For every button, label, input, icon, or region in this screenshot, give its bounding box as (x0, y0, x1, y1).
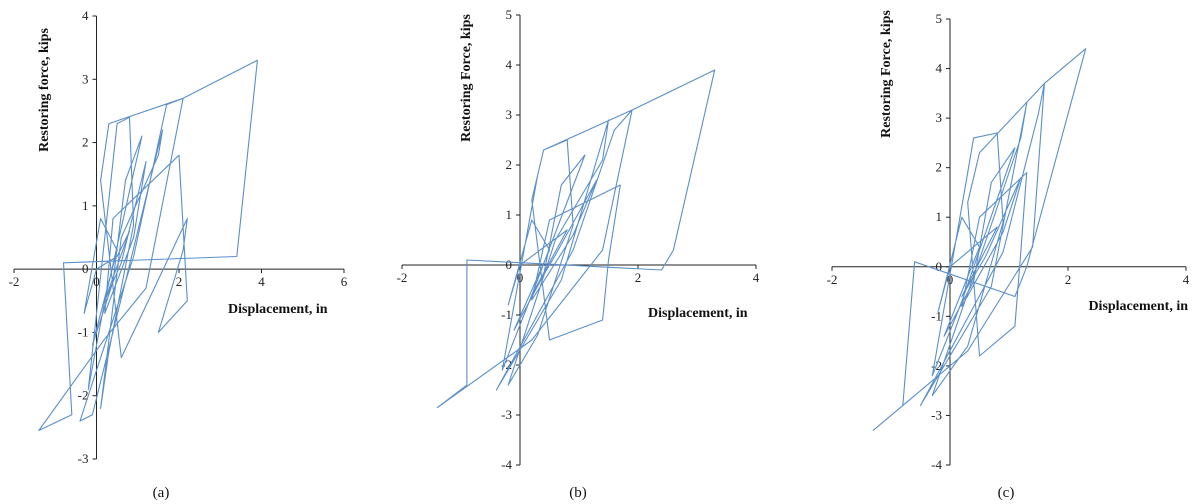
panel-c-x-tick-label: 2 (1065, 272, 1072, 287)
panel-a-x-tick-label: 0 (93, 274, 100, 289)
panel-c-xlabel: Displacement, in (1088, 299, 1188, 314)
panel-a-y-tick-label: 4 (82, 8, 89, 23)
panel-a-y-tick-label: 3 (82, 71, 89, 86)
panel-a-ylabel: Restoring force, kips (37, 28, 52, 152)
panel-b-y-tick-label: -4 (501, 457, 512, 472)
panel-b-y-tick-label: 3 (506, 107, 513, 122)
panel-c-x-tick-label: 4 (1183, 272, 1190, 287)
panel-b-y-tick-label: 0 (506, 257, 513, 272)
panel-b-x-tick-label: -2 (397, 270, 408, 285)
panel-a-x-tick-label: -2 (9, 274, 20, 289)
panel-c-y-tick-label: 2 (936, 160, 943, 175)
panel-b-x-tick-label: 2 (635, 270, 642, 285)
panel-c-y-tick-label: 4 (936, 61, 943, 76)
panel-a-y-tick-label: -3 (78, 451, 89, 466)
panel-c-y-tick-label: -3 (931, 407, 942, 422)
panel-c-y-tick-label: 3 (936, 110, 943, 125)
panel-c-x-tick-label: -2 (827, 272, 838, 287)
panel-c-y-tick-label: 0 (936, 259, 943, 274)
panel-b-y-tick-label: -1 (501, 307, 512, 322)
panel-c-y-tick-label: 5 (936, 11, 943, 26)
panel-a-y-tick-label: -2 (78, 388, 89, 403)
panel-b-plot: -2 0 2 4 -4 -3 -2 -1 0 1 2 3 4 5 (397, 7, 760, 472)
panel-a-x-tick-label: 4 (258, 274, 265, 289)
panel-c-y-tick-label: -1 (931, 308, 942, 323)
panel-a-y-tick-label: 1 (82, 198, 89, 213)
panel-c-y-tick-label: -4 (931, 457, 942, 472)
panel-c-x-tick-label: 0 (947, 272, 954, 287)
panel-b: -2 0 2 4 -4 -3 -2 -1 0 1 2 3 4 5 Restoring Force, kip… (397, 7, 760, 501)
panel-c-label: (c) (998, 485, 1015, 501)
panel-b-label: (b) (569, 485, 587, 501)
panel-a-hysteresis-curve (38, 59, 258, 432)
panel-a-y-tick-label: -1 (78, 324, 89, 339)
panel-a-x-tick-label: 6 (341, 274, 348, 289)
panel-b-y-tick-label: -3 (501, 407, 512, 422)
panel-b-ylabel: Restoring Force, kips (459, 14, 474, 142)
panel-b-x-tick-label: 0 (517, 270, 524, 285)
panel-b-y-tick-label: -2 (501, 357, 512, 372)
panel-a-label: (a) (153, 485, 170, 501)
panel-b-hysteresis-curve (436, 69, 716, 409)
panel-a-plot: -2 0 2 4 6 -3 -2 -1 0 1 2 3 4 (9, 8, 348, 466)
panel-c-hysteresis-curve (872, 48, 1087, 431)
panel-b-y-tick-label: 4 (506, 57, 513, 72)
panel-a-xlabel: Displacement, in (228, 302, 328, 317)
panel-a-y-tick-label: 2 (82, 135, 89, 150)
panel-b-y-tick-label: 5 (506, 7, 513, 22)
panel-a-x-tick-label: 2 (176, 274, 183, 289)
panel-b-x-tick-label: 4 (753, 270, 760, 285)
panel-c-y-tick-label: 1 (936, 209, 943, 224)
panel-b-y-tick-label: 2 (506, 157, 513, 172)
panel-c-ylabel: Restoring Force, kips (879, 10, 894, 138)
panel-a-y-tick-label: 0 (82, 261, 89, 276)
panel-b-xlabel: Displacement, in (648, 306, 748, 321)
panel-b-y-tick-label: 1 (506, 207, 513, 222)
